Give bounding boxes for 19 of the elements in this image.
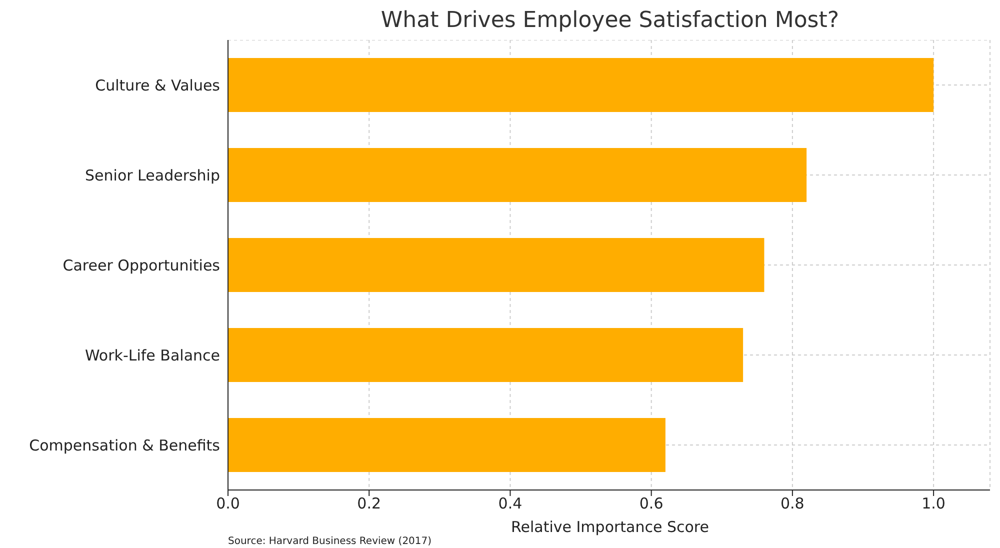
bar [228,58,934,112]
source-note: Source: Harvard Business Review (2017) [227,536,433,547]
y-tick-label: Compensation & Benefits [29,436,220,454]
y-tick-label: Career Opportunities [62,256,220,274]
x-tick-label: 0.0 [216,494,240,513]
bar [228,328,744,382]
x-tick-label: 0.4 [498,494,522,513]
x-tick-label: 0.2 [357,494,382,513]
y-tick-label: Culture & Values [95,76,220,94]
x-tick-label: 1.0 [922,494,946,513]
x-tick-label: 0.8 [780,494,804,513]
x-axis-title: Relative Importance Score [510,518,710,536]
bar [228,148,807,202]
y-tick-label: Work-Life Balance [84,346,220,364]
y-tick-label: Senior Leadership [85,166,220,184]
bar [228,418,666,472]
bar [228,238,764,292]
chart-title: What Drives Employee Satisfaction Most? [380,8,840,35]
x-tick-label: 0.6 [639,494,664,513]
